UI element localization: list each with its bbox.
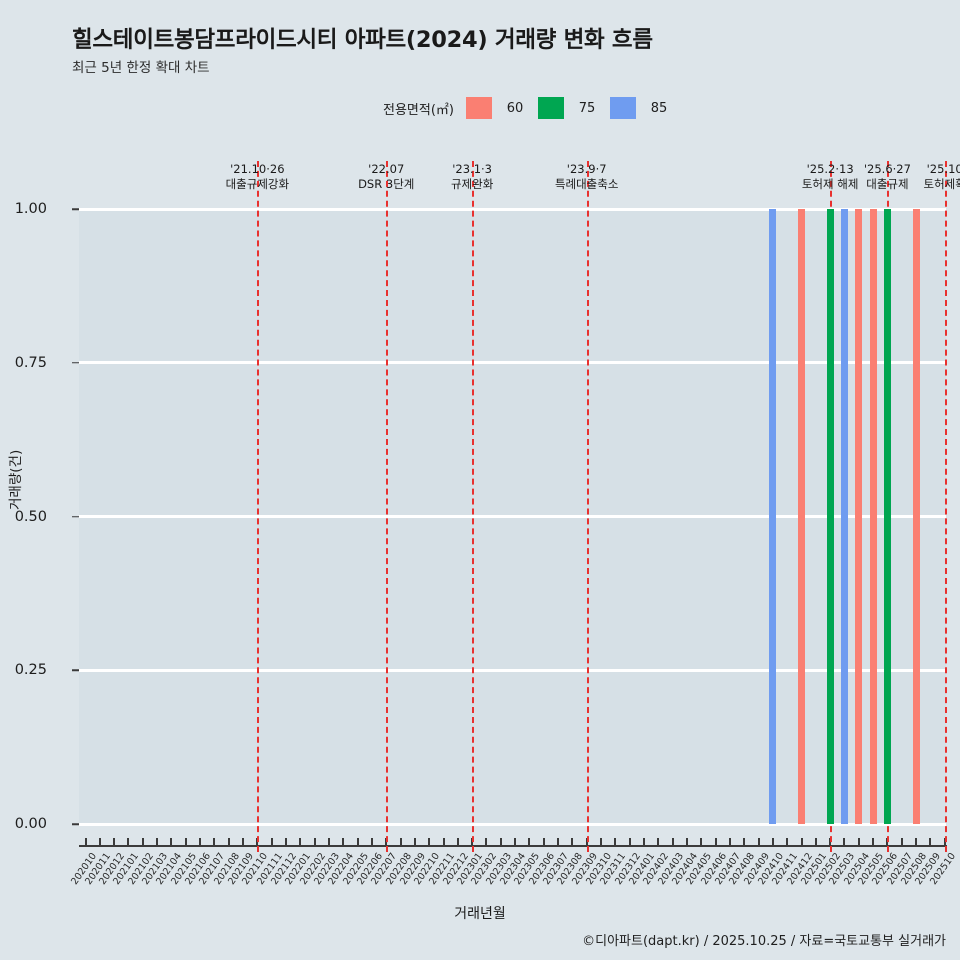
bar <box>840 209 848 824</box>
x-tick-mark <box>571 838 574 847</box>
x-tick-mark <box>557 838 560 847</box>
x-tick-mark <box>485 838 488 847</box>
x-tick-mark <box>399 838 402 847</box>
gridline <box>79 515 946 518</box>
x-tick-mark <box>342 838 345 847</box>
x-tick-mark <box>685 838 688 847</box>
x-tick-mark <box>213 838 216 847</box>
chart-subtitle: 최근 5년 한정 확대 차트 <box>72 60 210 76</box>
gridline <box>79 361 946 365</box>
x-tick-mark <box>184 838 187 847</box>
y-tick-label: 0.50 <box>14 508 47 525</box>
x-tick-mark <box>170 838 173 847</box>
x-tick-mark <box>743 838 746 847</box>
y-tick-label: 0.75 <box>14 354 47 371</box>
x-tick-mark <box>242 838 245 847</box>
y-tick-label: 0.00 <box>14 816 47 832</box>
x-tick-mark <box>771 838 774 847</box>
x-tick-mark <box>814 838 817 847</box>
x-tick-mark <box>642 838 645 847</box>
x-tick-mark <box>671 838 674 847</box>
x-tick-mark <box>857 838 860 847</box>
x-tick-mark <box>141 838 144 847</box>
bar <box>883 209 891 824</box>
x-tick-mark <box>614 838 617 847</box>
x-tick-mark <box>757 838 760 847</box>
legend-label-75: 75 <box>578 100 596 116</box>
legend-label-60: 60 <box>506 100 524 116</box>
x-axis-label: 거래년월 <box>454 906 506 922</box>
x-tick-mark <box>356 838 359 847</box>
plot-area <box>79 207 946 826</box>
x-tick-mark <box>528 838 531 847</box>
legend-title: 전용면적(㎡) <box>383 102 454 118</box>
y-tick-label: 1.00 <box>14 201 47 217</box>
x-tick-mark <box>900 838 903 847</box>
x-tick-mark <box>600 838 603 847</box>
y-axis-label: 거래량(건) <box>8 449 24 510</box>
x-tick-mark <box>413 838 416 847</box>
x-tick-mark <box>456 838 459 847</box>
x-axis-line <box>79 845 947 847</box>
legend-swatch-60 <box>465 97 492 119</box>
x-tick-mark <box>84 838 87 847</box>
bar <box>912 209 920 824</box>
x-tick-mark <box>714 838 717 847</box>
gridline <box>79 822 946 826</box>
y-tick-label: 0.25 <box>14 662 47 679</box>
x-tick-mark <box>428 838 431 847</box>
x-tick-mark <box>657 838 660 847</box>
x-tick-mark <box>199 838 202 847</box>
x-tick-mark <box>843 838 846 847</box>
x-tick-mark <box>270 838 273 847</box>
x-tick-mark <box>370 838 373 847</box>
x-tick-mark <box>915 838 918 847</box>
x-tick-mark <box>929 838 932 847</box>
x-tick-mark <box>499 838 502 847</box>
x-tick-mark <box>728 838 731 847</box>
x-tick-mark <box>786 838 789 847</box>
x-tick-mark <box>227 838 230 847</box>
y-tick-mark <box>72 669 79 671</box>
x-tick-mark <box>542 838 545 847</box>
legend-swatch-85 <box>609 97 636 119</box>
x-tick-mark <box>113 838 116 847</box>
x-tick-mark <box>98 838 101 847</box>
x-tick-mark <box>327 838 330 847</box>
x-tick-mark <box>628 838 631 847</box>
x-tick-mark <box>284 838 287 847</box>
x-tick-mark <box>700 838 703 847</box>
y-tick-mark <box>72 823 79 825</box>
legend-swatch-75 <box>537 97 564 119</box>
bar <box>798 209 805 824</box>
x-tick-mark <box>514 838 517 847</box>
legend-label-85: 85 <box>650 100 668 116</box>
legend: 전용면적(㎡) 60 75 85 <box>383 96 682 120</box>
x-tick-mark <box>872 838 875 847</box>
x-tick-mark <box>313 838 316 847</box>
x-tick-mark <box>800 838 803 847</box>
y-tick-mark <box>72 362 79 364</box>
bar <box>769 209 777 824</box>
x-tick-mark <box>442 838 445 847</box>
bar <box>869 209 877 824</box>
y-tick-mark <box>72 515 79 518</box>
x-tick-mark <box>156 838 159 847</box>
bar <box>855 209 863 824</box>
y-tick-mark <box>72 208 79 210</box>
x-tick-mark <box>299 838 302 847</box>
page-title: 힐스테이트봉담프라이드시티 아파트(2024) 거래량 변화 흐름 <box>72 27 653 53</box>
x-tick-mark <box>127 838 130 847</box>
bar <box>826 209 834 824</box>
gridline <box>79 207 946 211</box>
gridline <box>79 668 946 672</box>
footer-credit: ©디아파트(dapt.kr) / 2025.10.25 / 자료=국토교통부 실… <box>582 934 946 949</box>
